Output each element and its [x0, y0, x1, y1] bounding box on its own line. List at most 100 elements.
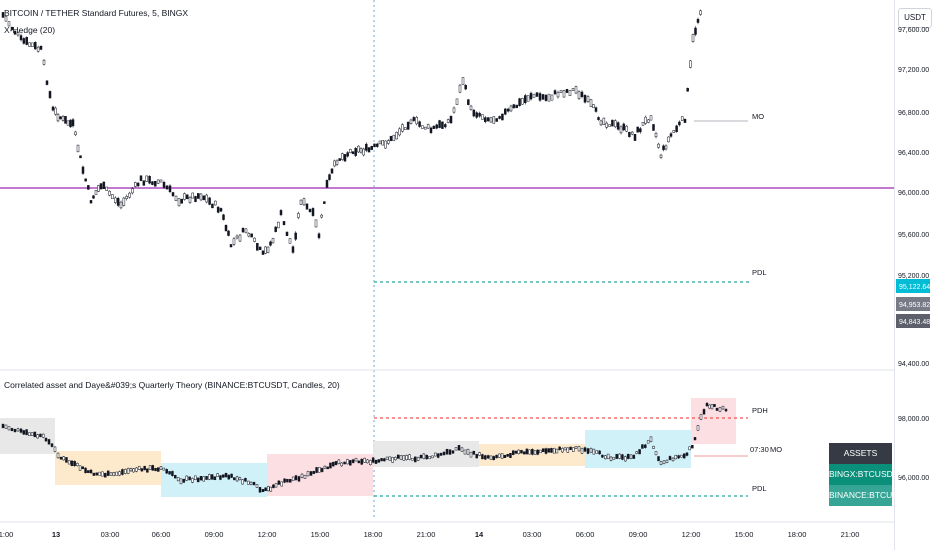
candle-body [118, 471, 121, 476]
candle-body [42, 59, 46, 65]
candle-body [458, 84, 462, 93]
candle-body [574, 446, 578, 449]
candle-body [232, 238, 236, 245]
candle-body [646, 440, 650, 444]
candle-body [69, 119, 72, 128]
candle-body [541, 94, 545, 100]
candle-body [422, 453, 426, 459]
candle-body [299, 199, 303, 205]
symbol-title[interactable]: BITCOIN / TETHER Standard Futures, 5, BI… [4, 8, 189, 18]
candle-body [16, 32, 20, 36]
candle-body [416, 457, 420, 461]
candle-body [326, 466, 329, 470]
candle-body [124, 469, 127, 474]
candle-body [191, 478, 194, 483]
candle-body [36, 46, 40, 52]
candle-body [408, 454, 411, 460]
candle-body [671, 457, 675, 461]
candle-body [515, 104, 518, 109]
candle-body [486, 455, 490, 459]
indicator-title[interactable]: X-Hedge (20) [4, 25, 56, 35]
session-box [585, 430, 691, 468]
candle-body [699, 10, 702, 15]
candle-body [597, 117, 600, 120]
candle-body [561, 448, 564, 453]
candle-body [250, 233, 253, 238]
candle-body [501, 113, 504, 121]
candle-body [222, 214, 225, 220]
candle-body [283, 478, 286, 483]
candle-body [258, 487, 262, 493]
candle-body [305, 203, 309, 210]
candle-body [340, 462, 343, 467]
candle-body [577, 91, 581, 99]
candle-body [142, 180, 146, 186]
candle-body [51, 106, 55, 111]
candle-body [721, 406, 725, 410]
candle-body [605, 122, 608, 128]
candle-body [306, 471, 310, 477]
chart-area[interactable]: MO PDL PDH 07:30 MO PDL 1:00 13 03:00 06:00… [0, 0, 894, 550]
price-tick-label: 96,400.00 [898, 150, 929, 157]
candle-body [644, 444, 647, 448]
candle-body [98, 471, 101, 476]
chart-canvas[interactable]: MO PDL PDH 07:30 MO PDL 1:00 13 03:00 06:00… [0, 0, 894, 550]
candle-body [522, 451, 526, 455]
candle-body [154, 181, 157, 187]
candle-body [73, 461, 76, 467]
candle-body [168, 471, 171, 475]
candle-body [652, 124, 655, 131]
candle-body [146, 468, 149, 473]
candle-body [116, 198, 120, 206]
candle-body [672, 130, 676, 133]
price-tick-label: 95,600.00 [898, 232, 929, 239]
candle-body [429, 127, 433, 133]
candle-body [638, 449, 641, 455]
candle-body [659, 154, 663, 158]
candle-body [659, 461, 663, 465]
candle-body [636, 126, 639, 133]
candle-body [388, 456, 392, 461]
candle-body [580, 91, 584, 98]
candle-body [303, 474, 307, 479]
candle-body [521, 98, 524, 105]
candle-body [498, 116, 501, 119]
lower-pane-title[interactable]: Correlated asset and Daye&#039;s Quarter… [4, 380, 340, 390]
candle-body [136, 182, 140, 187]
candle-body [553, 90, 557, 95]
candle-body [412, 117, 416, 121]
candle-body [452, 107, 456, 113]
candle-body [214, 200, 217, 206]
candle-body [224, 224, 228, 232]
candle-body [314, 219, 318, 228]
candle-body [602, 117, 606, 125]
candle-body [112, 472, 116, 476]
pdl-label: PDL [752, 268, 767, 277]
candle-body [693, 437, 697, 441]
candle-body [461, 77, 465, 85]
candle-body [556, 92, 560, 98]
candle-body [162, 467, 166, 471]
candle-body [509, 105, 513, 112]
price-tag-label: 94,953.82 [899, 302, 930, 309]
candle-body [583, 95, 587, 103]
candle-body [713, 404, 716, 407]
candle-body [444, 124, 447, 128]
candle-body [244, 228, 248, 234]
candle-body [62, 456, 65, 461]
price-tick-label: 97,200.00 [898, 67, 929, 74]
price-axis-labels: 97,600.00 97,200.00 96,800.00 96,400.00 96,0… [896, 27, 930, 482]
candle-body [563, 447, 567, 451]
candle-body [81, 466, 85, 470]
candle-body [76, 463, 79, 467]
candle-body [346, 152, 349, 157]
assets-row: BINANCE:BTCUSDT [829, 485, 909, 506]
candle-body [495, 454, 498, 459]
candle-body [33, 431, 37, 438]
candle-body [66, 120, 70, 126]
price-axis[interactable] [894, 0, 932, 550]
candle-body [224, 473, 228, 478]
candle-body [683, 118, 687, 123]
candle-body [535, 92, 539, 97]
candle-body [97, 185, 100, 192]
